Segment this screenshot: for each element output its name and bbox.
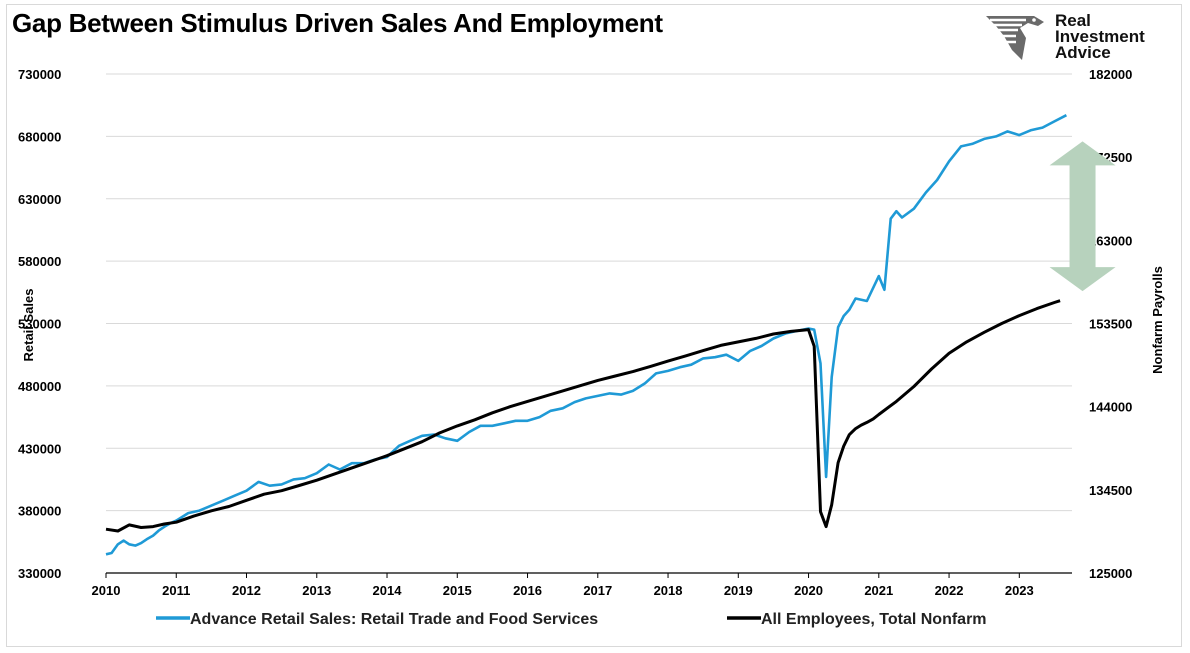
x-tick-label: 2019 [724, 583, 753, 598]
legend-label-1: Advance Retail Sales: Retail Trade and F… [190, 611, 598, 628]
chart-frame [6, 4, 1182, 647]
x-tick-label: 2022 [935, 583, 964, 598]
gap-arrow-layer [1049, 141, 1116, 292]
x-tick-label: 2011 [162, 583, 190, 598]
x-tick-label: 2021 [864, 583, 893, 598]
left-axis-ticks: 730000 680000 630000 580000 530000 480000 4300… [18, 67, 61, 581]
y-left-tick-label: 580000 [18, 254, 61, 269]
series-line-1 [105, 114, 1067, 556]
y-left-tick-label: 430000 [18, 441, 61, 456]
y-left-tick-label: 380000 [18, 504, 61, 519]
x-tick-label: 2015 [443, 583, 472, 598]
x-tick-label: 2018 [654, 583, 683, 598]
eagle-icon [986, 16, 1044, 60]
x-axis-ticks: 2010 2011 2012 2013 2014 2015 2016 2017 2018 2019… [92, 573, 1034, 598]
chart-title: Gap Between Stimulus Driven Sales And Em… [12, 8, 663, 38]
series-layer [105, 114, 1067, 556]
legend-label-2: All Employees, Total Nonfarm [761, 611, 987, 628]
y-right-tick-label: 125000 [1089, 566, 1132, 581]
y-right-tick-label: 153500 [1089, 317, 1132, 332]
gridlines [106, 73, 1072, 512]
x-tick-label: 2020 [794, 583, 823, 598]
y-left-tick-label: 680000 [18, 129, 61, 144]
x-tick-label: 2016 [513, 583, 542, 598]
x-tick-label: 2014 [373, 583, 403, 598]
y-left-axis-label: Retail Sales [21, 289, 36, 362]
series-line-2 [105, 299, 1061, 533]
x-tick-label: 2023 [1005, 583, 1034, 598]
y-left-tick-label: 330000 [18, 566, 61, 581]
x-tick-label: 2012 [232, 583, 261, 598]
y-right-tick-label: 144000 [1089, 400, 1132, 415]
y-left-tick-label: 530000 [18, 317, 61, 332]
x-tick-label: 2013 [302, 583, 331, 598]
y-right-tick-label: 182000 [1089, 67, 1132, 82]
x-tick-label: 2010 [92, 583, 121, 598]
legend: Advance Retail Sales: Retail Trade and F… [156, 611, 987, 628]
y-left-tick-label: 630000 [18, 192, 61, 207]
logo-text: Real Investment Advice [1055, 11, 1145, 62]
y-left-tick-label: 480000 [18, 379, 61, 394]
gap-double-arrow [1049, 141, 1116, 292]
y-right-axis-label: Nonfarm Payrolls [1150, 266, 1165, 374]
y-right-tick-label: 163000 [1089, 233, 1132, 248]
x-tick-label: 2017 [583, 583, 612, 598]
y-right-tick-label: 134500 [1089, 483, 1132, 498]
real-investment-advice-logo: Real Investment Advice [982, 10, 1172, 66]
y-left-tick-label: 730000 [18, 67, 61, 82]
right-axis-ticks: 1820001725001630001535001440001345001250… [1089, 67, 1132, 581]
